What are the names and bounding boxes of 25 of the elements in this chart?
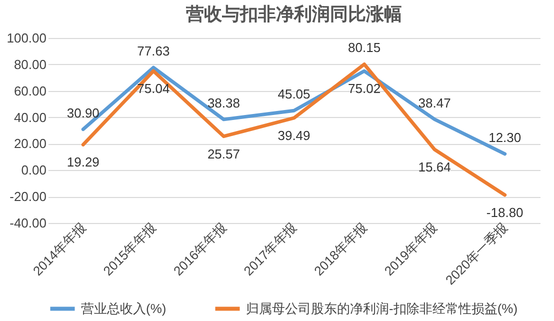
y-tick-label: 80.00 xyxy=(14,56,46,72)
data-label: 38.38 xyxy=(207,95,240,110)
legend-label: 归属母公司股东的净利润-扣除非经常性损益(%) xyxy=(246,300,518,316)
y-tick-label: -20.00 xyxy=(10,189,46,204)
data-label: 15.64 xyxy=(418,159,451,174)
y-tick-label: 40.00 xyxy=(14,110,46,125)
data-label: 25.57 xyxy=(207,146,240,162)
y-tick-label: 20.00 xyxy=(14,136,46,152)
data-label: 12.30 xyxy=(488,130,522,145)
data-label: 30.90 xyxy=(66,105,100,120)
data-label: -18.80 xyxy=(486,204,524,220)
y-tick-label: -40.00 xyxy=(10,216,46,230)
data-label: 77.63 xyxy=(137,44,170,59)
legend-label: 营业总收入(%) xyxy=(81,300,166,316)
data-label: 75.02 xyxy=(348,81,381,96)
data-label: 19.29 xyxy=(66,154,100,170)
data-label: 38.47 xyxy=(418,95,451,110)
data-label: 45.05 xyxy=(278,86,310,102)
y-tick-label: 0.00 xyxy=(21,162,46,178)
y-tick-label: 100.00 xyxy=(6,30,46,46)
data-label: 75.04 xyxy=(137,80,170,96)
chart-title: 营收与扣非净利润同比涨幅 xyxy=(185,4,402,24)
y-tick-label: 60.00 xyxy=(14,83,46,98)
data-label: 39.49 xyxy=(278,128,310,143)
data-label: 80.15 xyxy=(348,40,381,56)
